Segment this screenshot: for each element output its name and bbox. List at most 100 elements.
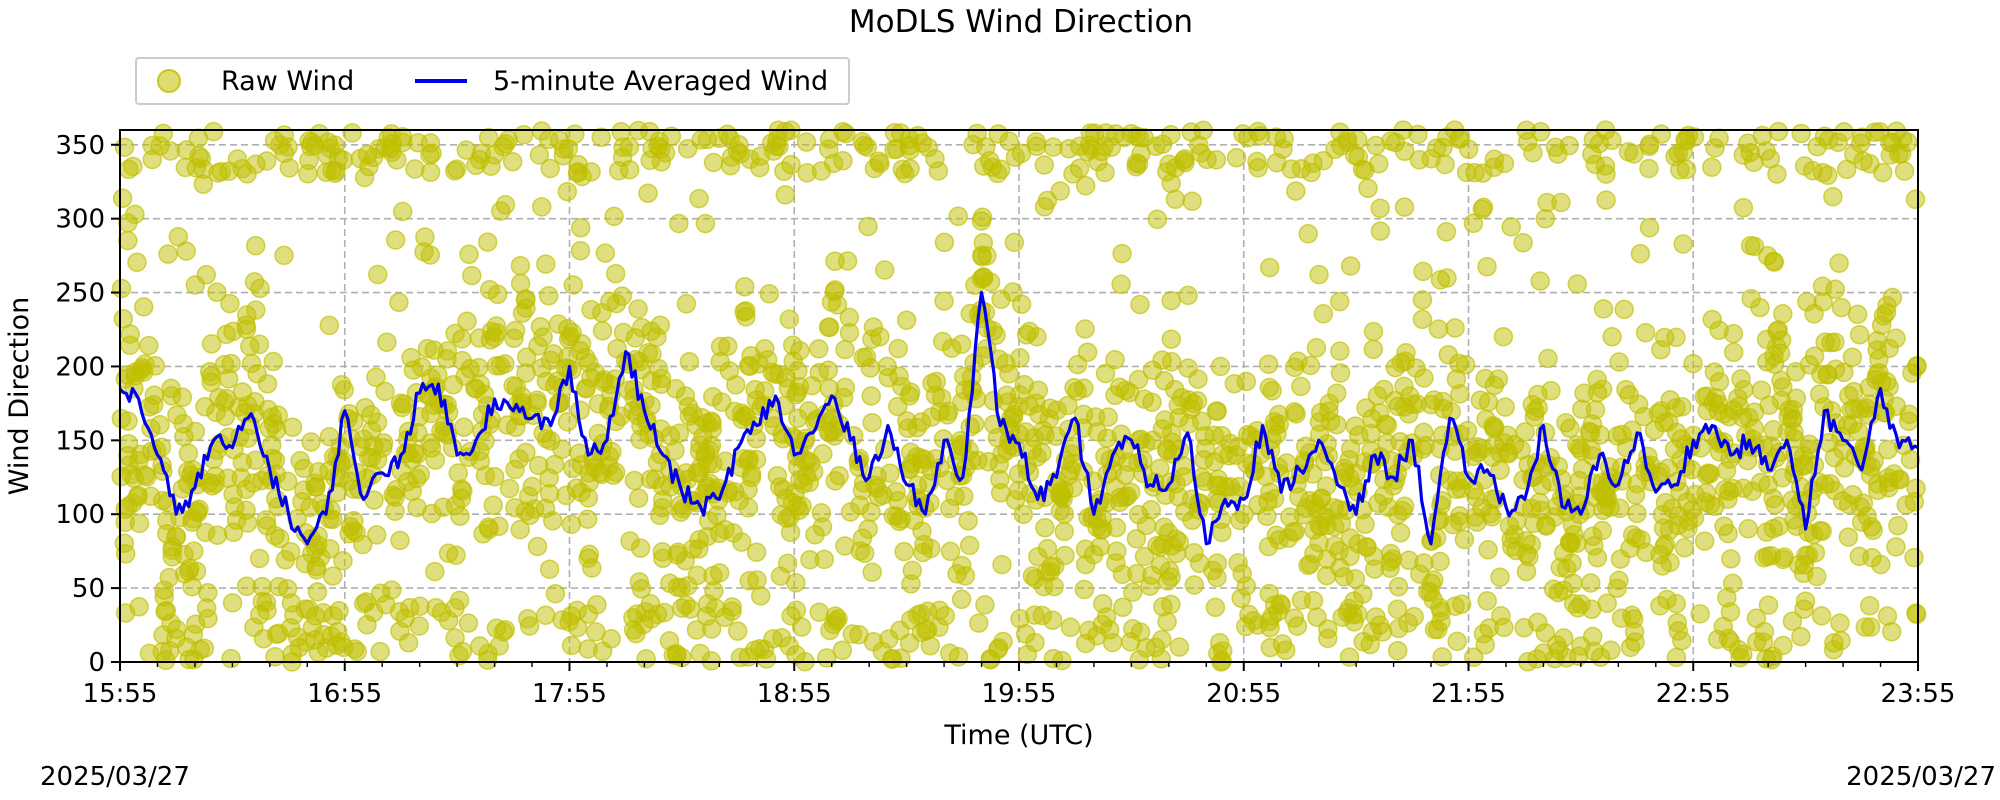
raw-wind-point [593,372,614,392]
raw-wind-point [1303,153,1323,174]
raw-wind-point [477,232,498,252]
raw-wind-point [1535,209,1556,229]
raw-wind-point [1569,470,1590,491]
raw-wind-point [437,341,458,361]
raw-wind-point [1516,530,1536,551]
raw-wind-point [1904,547,1924,568]
raw-wind-point [1782,490,1802,510]
raw-wind-point [693,426,713,447]
raw-wind-point [1095,363,1116,384]
raw-wind-point [723,523,743,543]
raw-wind-point [407,497,427,518]
raw-wind-point [1463,213,1484,234]
raw-wind-point [677,138,698,159]
raw-wind-point [1750,472,1771,493]
raw-wind-point [747,570,767,590]
raw-wind-point [629,572,650,592]
raw-wind-point [1432,647,1452,667]
raw-wind-point [445,495,466,516]
raw-wind-point [624,470,645,491]
raw-wind-point [499,478,520,499]
raw-wind-point [726,375,746,395]
raw-wind-point [991,289,1011,310]
raw-wind-point [1541,380,1561,401]
raw-wind-point [954,486,974,506]
raw-wind-point [236,479,256,500]
raw-wind-point [1799,434,1820,455]
raw-wind-point [1472,199,1493,220]
raw-wind-point [992,554,1012,575]
raw-wind-point [882,649,902,669]
raw-wind-point [410,596,430,616]
raw-wind-point [1831,297,1852,318]
raw-wind-point [899,386,920,406]
raw-wind-point [790,470,810,490]
raw-wind-point [1871,315,1892,335]
raw-wind-point [1017,644,1038,665]
raw-wind-point [1067,354,1088,375]
raw-wind-point [1226,147,1247,168]
raw-wind-point [1194,449,1214,470]
raw-wind-point [789,500,809,520]
raw-wind-point [1817,364,1837,384]
raw-wind-point [1884,464,1904,484]
raw-wind-point [1524,407,1545,427]
raw-wind-point [252,576,272,597]
raw-wind-point [319,315,340,336]
raw-wind-point [462,265,482,286]
y-axis-label: Wind Direction [4,297,35,495]
raw-wind-point [385,230,406,250]
raw-wind-point [650,315,671,335]
raw-wind-point [835,339,855,360]
raw-wind-point [1738,133,1758,154]
raw-wind-point [1791,626,1811,647]
raw-wind-point [445,598,465,618]
raw-wind-point [890,123,911,143]
raw-wind-point [922,373,942,394]
raw-wind-point [1207,553,1228,573]
raw-wind-point [232,382,253,402]
raw-wind-point [1287,616,1308,636]
raw-wind-point [577,509,598,529]
raw-wind-point [763,629,783,649]
raw-wind-point [1896,495,1917,515]
raw-wind-point [754,381,775,401]
raw-wind-point [1034,197,1055,217]
raw-wind-point [265,647,285,667]
raw-wind-point [570,400,590,420]
raw-wind-point [999,131,1019,152]
raw-wind-point [1815,332,1835,353]
raw-wind-point [353,534,373,555]
raw-wind-point [323,566,343,586]
raw-wind-point [650,139,671,159]
y-tick-label: 100 [55,500,105,530]
raw-wind-point [863,317,884,337]
raw-wind-point [176,241,196,261]
raw-wind-point [392,397,412,418]
raw-wind-point [1602,327,1622,347]
raw-wind-point [1842,347,1863,368]
raw-wind-point [969,613,989,633]
raw-wind-point [1849,324,1870,345]
x-tick-label: 22:55 [1656,679,1731,709]
raw-wind-point [1286,181,1306,201]
raw-wind-point [1414,368,1434,388]
raw-wind-point [1823,186,1843,207]
raw-wind-point [502,151,523,172]
raw-wind-point [1553,628,1574,648]
raw-wind-point [1756,141,1776,161]
raw-wind-point [1609,352,1629,372]
raw-wind-point [457,311,477,332]
raw-wind-point [1298,224,1318,244]
raw-wind-point [862,562,882,582]
raw-wind-point [1484,149,1505,170]
raw-wind-point [277,471,298,492]
raw-wind-point [420,162,441,183]
raw-wind-point [971,211,992,231]
raw-wind-point [519,616,540,636]
raw-wind-point [1501,217,1521,237]
raw-wind-point [1408,124,1428,145]
raw-wind-point [1228,553,1248,573]
raw-wind-point [240,336,260,357]
raw-wind-point [504,328,524,348]
